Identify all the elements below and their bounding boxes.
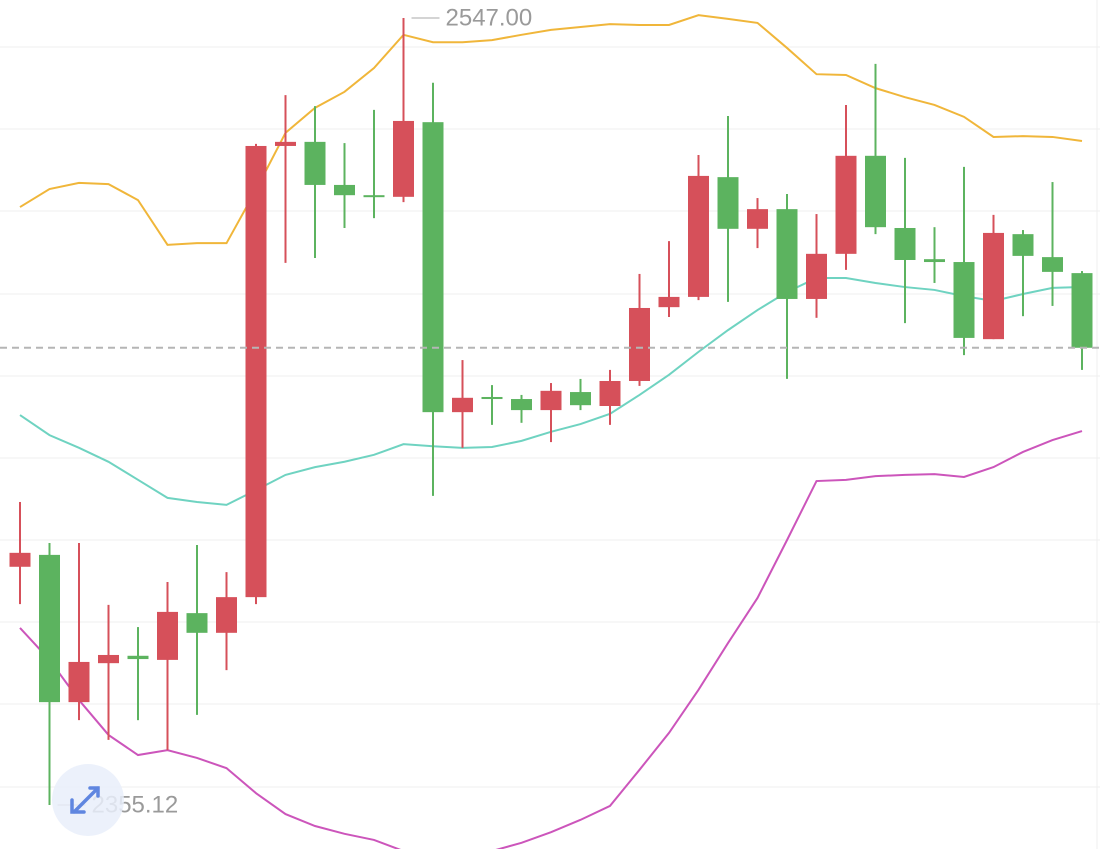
refresh-icon[interactable] — [52, 764, 124, 836]
candle-body — [1071, 273, 1093, 348]
candle-body — [511, 399, 532, 411]
candle-body — [717, 177, 739, 229]
candle-body — [98, 654, 119, 664]
candle-body — [865, 155, 886, 228]
candle-body — [983, 232, 1004, 340]
candle-body — [334, 184, 355, 196]
candle-body — [452, 397, 473, 413]
candle-body — [806, 253, 827, 299]
candle-body — [747, 209, 768, 229]
candle-body — [599, 380, 621, 407]
candle-body — [245, 145, 267, 598]
candle-body — [304, 141, 326, 185]
candle-body — [835, 155, 857, 254]
candle-body — [275, 141, 296, 146]
candle-body — [422, 122, 444, 413]
candle-body — [363, 195, 385, 198]
candle-body — [216, 597, 237, 633]
candle-body — [481, 396, 503, 400]
candle-body — [186, 613, 208, 633]
candle-body — [776, 209, 798, 299]
icon-arrows — [70, 786, 100, 814]
candle-body — [1012, 234, 1034, 256]
candle-body — [127, 655, 149, 660]
candle-body — [540, 390, 562, 411]
candle-body — [9, 552, 31, 567]
candle-body — [924, 259, 945, 263]
candle-body — [68, 661, 90, 703]
candle-body — [953, 262, 975, 338]
candle-body — [393, 120, 414, 197]
candle-body — [629, 307, 650, 381]
candle-body — [894, 227, 916, 260]
candle-body — [658, 296, 680, 308]
band-line — [19, 14, 1083, 246]
candle-body — [157, 611, 178, 660]
candle-body — [39, 554, 60, 703]
candle-body — [688, 175, 709, 297]
band-line — [19, 430, 1083, 849]
candle-body — [570, 392, 591, 406]
candle-body — [1042, 257, 1063, 272]
annotation-label: 2547.00 — [446, 4, 533, 31]
